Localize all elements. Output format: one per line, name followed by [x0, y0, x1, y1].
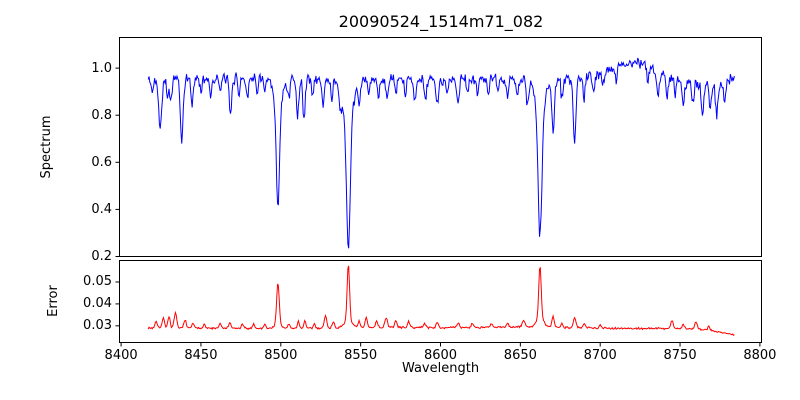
error-y-tick-label: 0.04	[83, 296, 112, 312]
spectrum-axes-frame	[119, 37, 762, 257]
x-tick-label: 8650	[503, 348, 537, 363]
error-axes-frame	[119, 260, 762, 343]
spectrum-y-tick-label: 0.6	[91, 154, 112, 170]
axis-tick-marks	[115, 67, 761, 347]
spectrum-y-tick-label: 0.8	[91, 107, 112, 123]
error-y-tick-label: 0.05	[83, 274, 112, 290]
x-tick-label: 8800	[743, 348, 777, 363]
x-tick-label: 8600	[423, 348, 458, 363]
chart-title: 20090524_1514m71_082	[338, 12, 544, 31]
x-tick-label: 8400	[104, 348, 138, 363]
x-tick-label: 8450	[184, 348, 218, 363]
spectrum-y-tick-label: 0.2	[91, 249, 112, 264]
error-y-tick-label: 0.03	[83, 318, 112, 334]
x-tick-label: 8700	[583, 348, 617, 363]
spectrum-line	[147, 57, 735, 249]
error-line	[147, 265, 735, 336]
spectrum-y-tick-label: 0.4	[91, 201, 112, 217]
spectrum-y-tick-label: 1.0	[91, 60, 112, 76]
x-tick-label: 8550	[344, 348, 378, 363]
x-tick-label: 8500	[264, 348, 298, 363]
x-tick-label: 8750	[663, 348, 697, 363]
x-axis-label: Wavelength	[401, 361, 480, 376]
